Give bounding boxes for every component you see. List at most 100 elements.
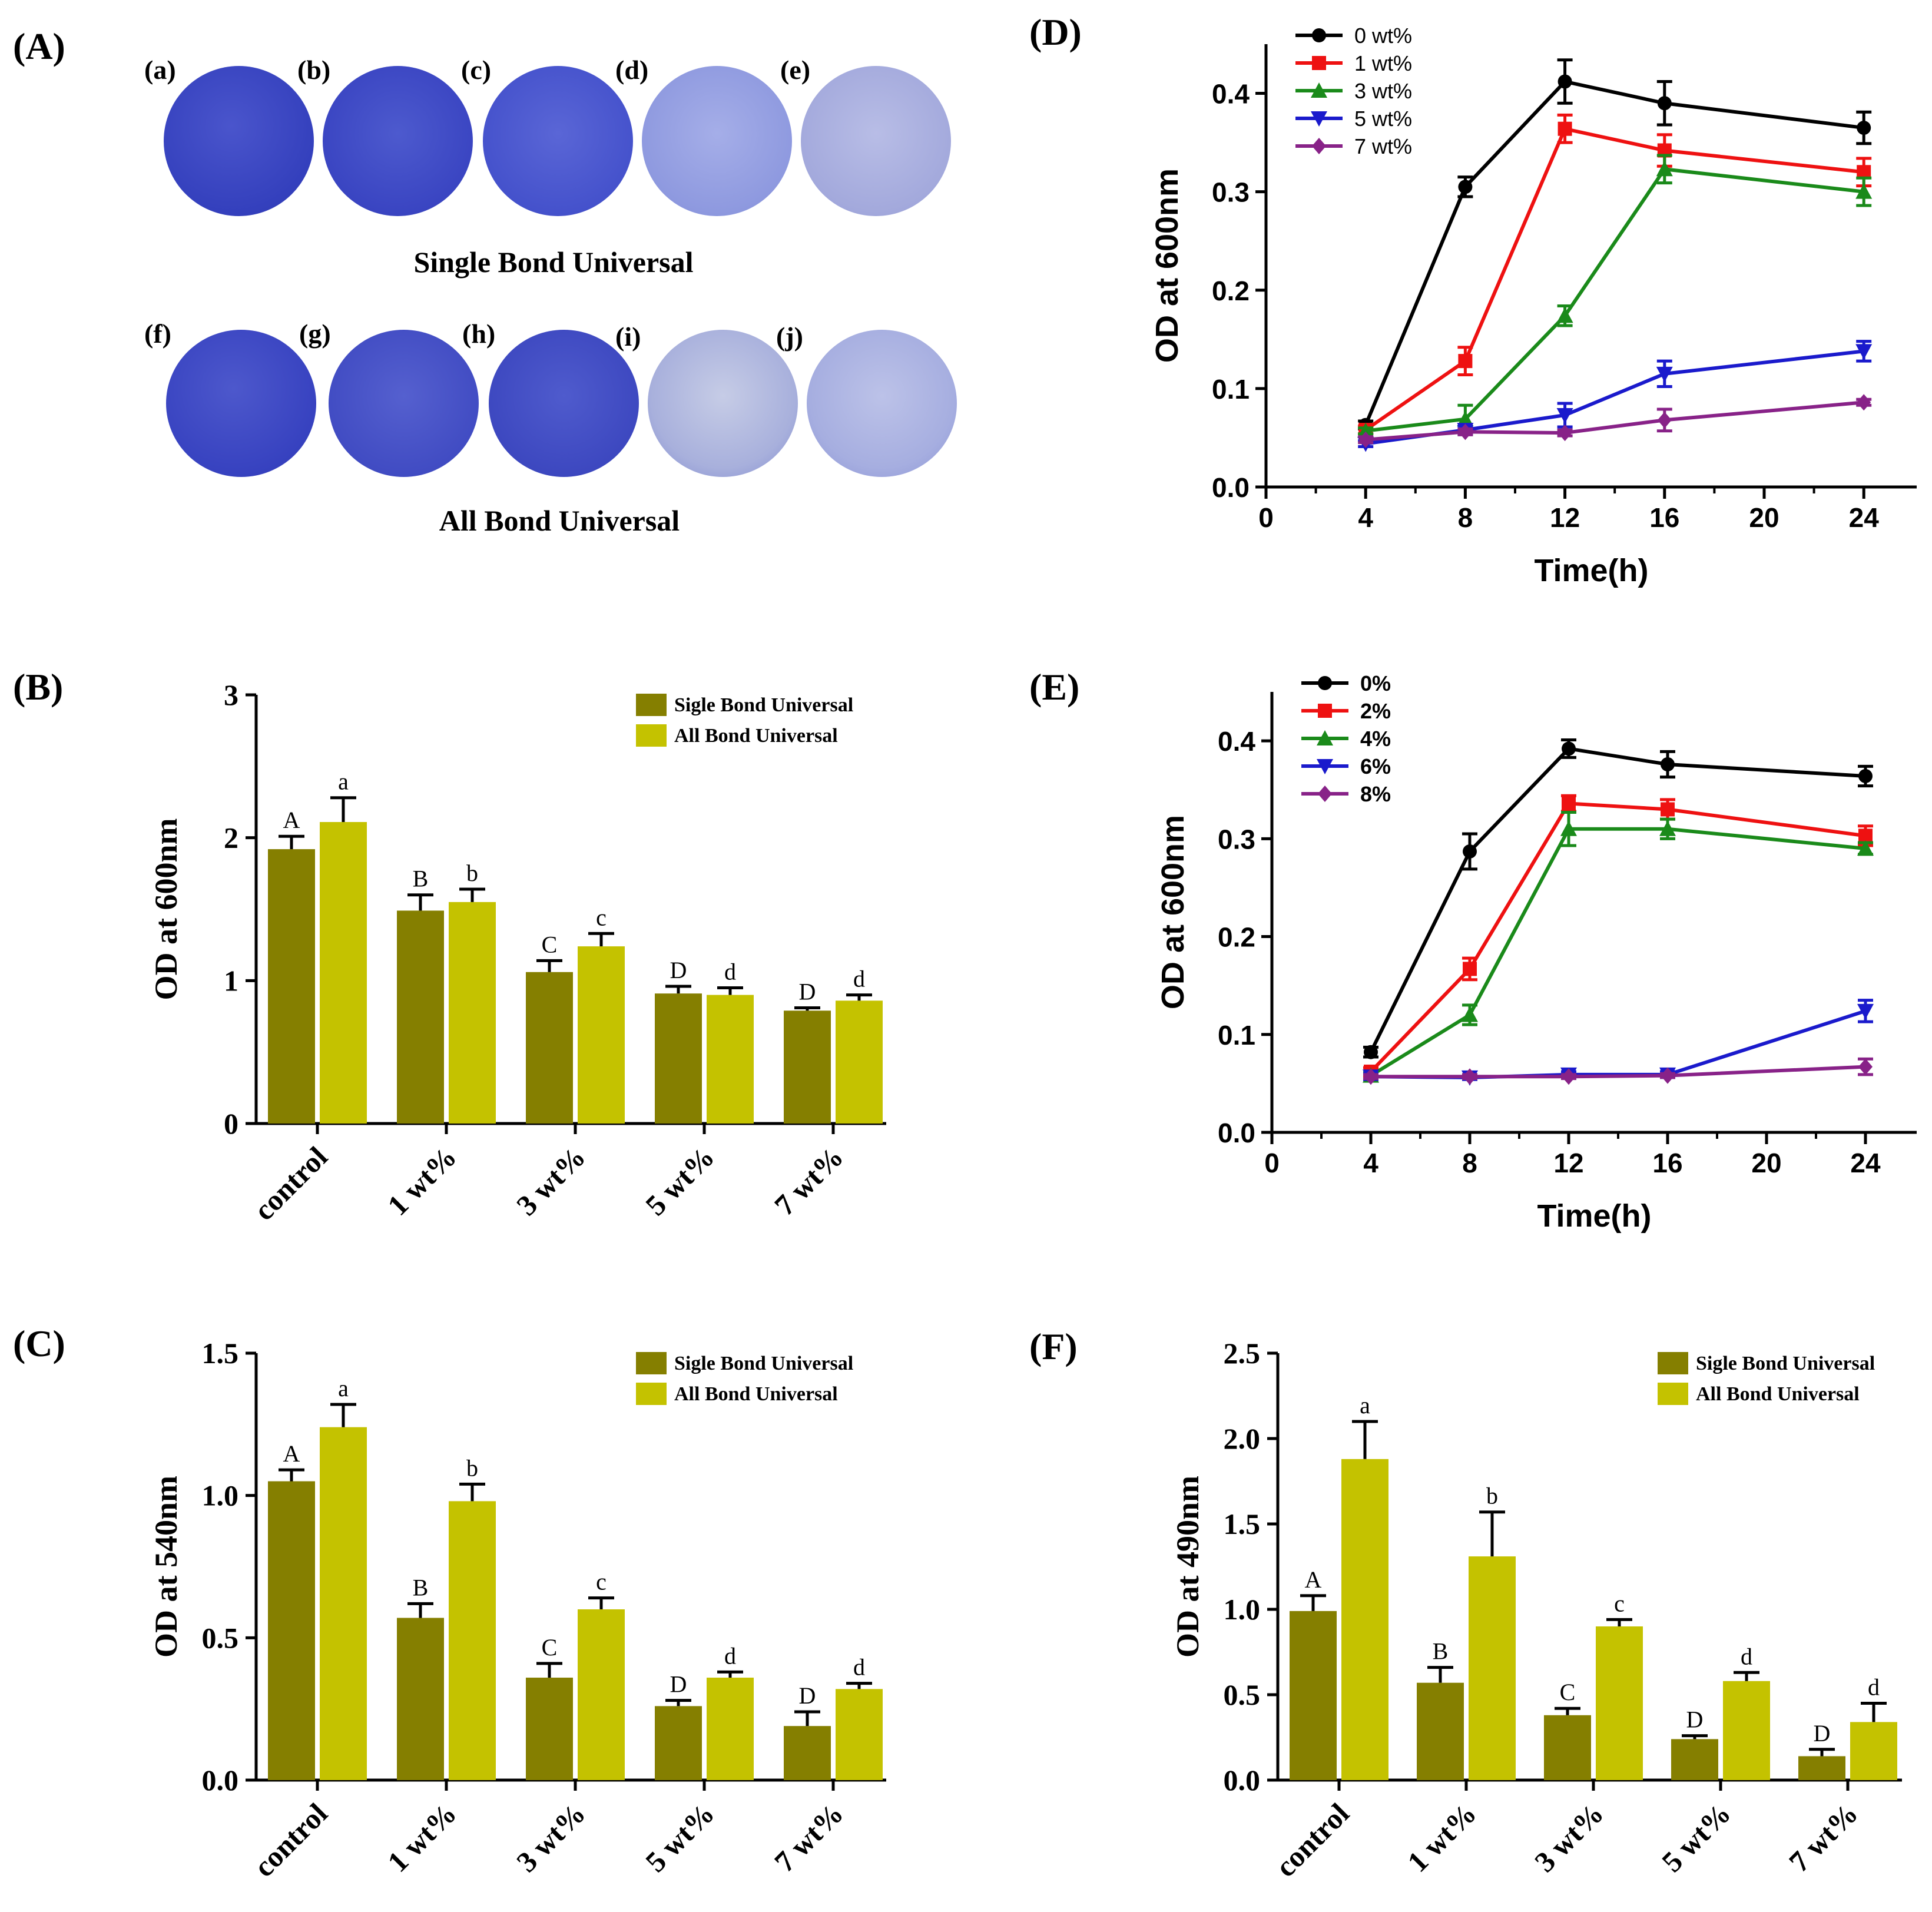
B-legend-label: All Bond Universal <box>674 725 838 747</box>
E-legend-marker <box>1317 759 1333 774</box>
C-bar <box>784 1726 831 1780</box>
B-x-tick-label: control <box>247 1140 334 1227</box>
B-y-tick-label: 1 <box>224 964 238 997</box>
F-legend-label: All Bond Universal <box>1696 1383 1860 1405</box>
C-bar <box>578 1609 625 1780</box>
E-data-point <box>1661 757 1675 772</box>
well-label-a: (a) <box>144 55 176 85</box>
E-x-tick-label: 16 <box>1652 1148 1682 1178</box>
E-y-axis-title: OD at 600nm <box>1155 815 1191 1009</box>
F-significance-letter: d <box>1868 1674 1880 1701</box>
E-legend-marker <box>1318 704 1332 718</box>
C-y-tick-label: 0.0 <box>202 1764 239 1797</box>
B-significance-letter: C <box>542 931 558 957</box>
F-y-tick-label: 1.5 <box>1224 1507 1261 1540</box>
panel-label-A: (A) <box>13 25 65 67</box>
F-significance-letter: D <box>1686 1706 1704 1733</box>
E-y-tick-label: 0.3 <box>1218 824 1255 854</box>
D-data-point <box>1656 366 1673 382</box>
C-bar <box>655 1706 702 1780</box>
C-bar <box>268 1481 315 1780</box>
F-significance-letter: a <box>1360 1392 1370 1419</box>
E-legend-label: 8% <box>1360 782 1391 806</box>
D-x-tick-label: 8 <box>1458 502 1473 533</box>
E-x-tick-label: 12 <box>1553 1148 1583 1178</box>
D-legend-label: 1 wt% <box>1354 51 1412 75</box>
E-data-point <box>1462 1006 1478 1022</box>
F-y-tick-label: 2.0 <box>1224 1422 1261 1455</box>
B-bar <box>784 1010 831 1124</box>
E-data-point <box>1857 840 1874 856</box>
B-bar <box>526 972 573 1124</box>
C-significance-letter: D <box>799 1682 816 1709</box>
C-legend-swatch <box>636 1383 667 1405</box>
E-series-line <box>1371 1065 1866 1079</box>
C-significance-letter: B <box>413 1574 429 1600</box>
D-data-point <box>1458 354 1473 369</box>
F-significance-letter: A <box>1305 1566 1322 1593</box>
D-data-point <box>1458 180 1473 194</box>
F-legend-swatch <box>1658 1383 1688 1405</box>
D-series-line <box>1365 167 1864 433</box>
E-data-point <box>1463 962 1477 976</box>
C-significance-letter: C <box>542 1634 558 1661</box>
E-x-tick-label: 4 <box>1363 1148 1378 1178</box>
F-x-tick-label: 1 wt% <box>1401 1797 1483 1878</box>
F-bar <box>1671 1739 1718 1780</box>
panel-label-F: (F) <box>1029 1326 1078 1367</box>
D-data-point <box>1457 410 1474 426</box>
E-legend-label: 2% <box>1360 699 1391 723</box>
B-significance-letter: B <box>413 866 429 892</box>
D-data-point <box>1855 344 1873 360</box>
B-bar <box>449 902 496 1124</box>
D-legend-marker <box>1311 82 1327 98</box>
F-legend-label: Sigle Bond Universal <box>1696 1353 1875 1374</box>
F-y-tick-label: 0.5 <box>1224 1678 1261 1711</box>
E-data-point <box>1659 820 1676 836</box>
E-data-point <box>1858 768 1873 783</box>
E-x-tick-label: 24 <box>1850 1148 1881 1178</box>
panel-label-D: (D) <box>1029 11 1082 53</box>
D-data-point <box>1657 96 1672 111</box>
D-legend-marker <box>1311 111 1327 127</box>
C-y-tick-label: 0.5 <box>202 1621 239 1654</box>
B-significance-letter: c <box>596 904 607 930</box>
D-data-point <box>1357 422 1374 438</box>
D-data-point <box>1857 394 1871 411</box>
E-x-tick-label: 8 <box>1462 1148 1477 1178</box>
B-bar <box>707 995 754 1124</box>
B-significance-letter: a <box>338 768 349 795</box>
E-legend-marker <box>1317 730 1333 745</box>
F-bar <box>1596 1626 1643 1780</box>
well-label-i: (i) <box>615 322 641 352</box>
B-bar <box>397 910 444 1124</box>
E-data-point <box>1562 1068 1576 1085</box>
B-x-tick-label: 5 wt% <box>639 1140 721 1222</box>
C-bar <box>449 1501 496 1780</box>
F-bar <box>1469 1556 1516 1780</box>
D-data-point <box>1657 412 1672 429</box>
B-bar <box>655 993 702 1124</box>
B-significance-letter: d <box>724 958 736 985</box>
B-bar <box>578 946 625 1124</box>
well-label-g: (g) <box>299 319 331 349</box>
panel-label-C: (C) <box>13 1323 65 1364</box>
D-series-line <box>1364 127 1864 432</box>
D-data-point <box>1656 161 1673 177</box>
B-significance-letter: D <box>799 978 816 1005</box>
C-legend-label: Sigle Bond Universal <box>674 1353 853 1374</box>
E-series-line <box>1370 1009 1866 1079</box>
C-bar <box>397 1618 444 1780</box>
C-x-tick-label: control <box>247 1797 334 1883</box>
E-data-point <box>1858 1058 1873 1075</box>
D-x-tick-label: 0 <box>1258 502 1274 533</box>
D-series-line <box>1365 349 1864 446</box>
E-data-point <box>1463 844 1477 859</box>
E-series-line <box>1370 827 1866 1078</box>
F-x-tick-label: 3 wt% <box>1528 1797 1610 1878</box>
E-y-tick-label: 0.1 <box>1218 1020 1255 1051</box>
F-legend-swatch <box>1658 1352 1688 1374</box>
row-title-all-bond: All Bond Universal <box>439 504 680 537</box>
F-significance-letter: b <box>1486 1483 1498 1509</box>
D-legend-marker <box>1312 56 1326 70</box>
